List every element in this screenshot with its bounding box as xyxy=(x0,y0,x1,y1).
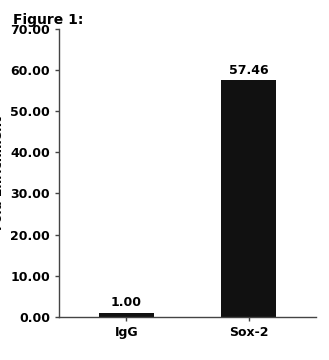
Text: 1.00: 1.00 xyxy=(111,296,142,309)
Bar xyxy=(99,313,154,317)
Bar xyxy=(221,80,276,317)
Text: 57.46: 57.46 xyxy=(229,64,268,77)
Y-axis label: Fold Enrichment: Fold Enrichment xyxy=(0,116,5,230)
Text: Figure 1:: Figure 1: xyxy=(13,13,84,27)
